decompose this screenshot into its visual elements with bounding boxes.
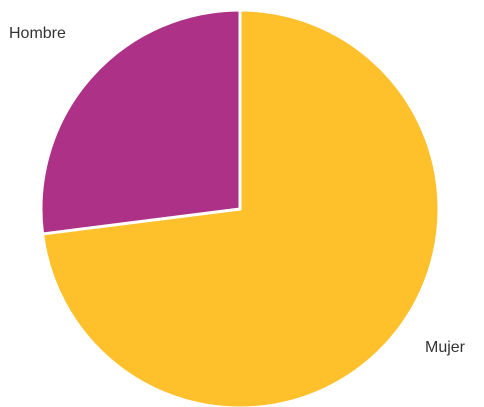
pie-slice-hombre (39, 8, 242, 236)
pie-slices (39, 8, 441, 407)
slice-label-hombre: Hombre (9, 25, 66, 42)
slice-label-mujer: Mujer (425, 339, 466, 356)
